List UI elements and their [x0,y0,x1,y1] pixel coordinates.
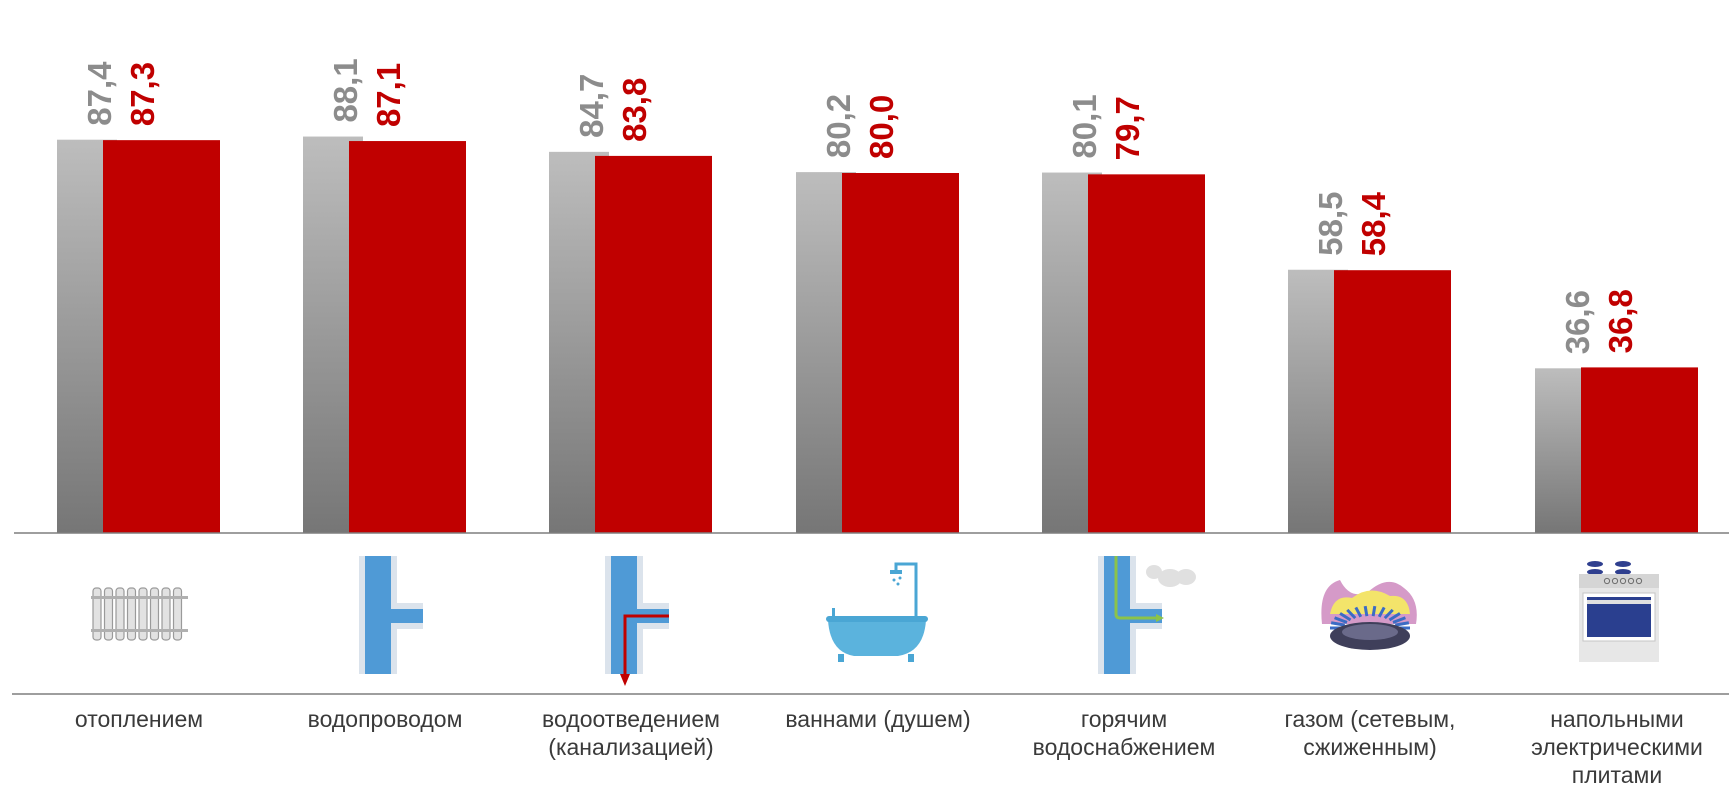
category-label: (канализацией) [548,734,713,760]
value-label-red: 36,8 [1602,289,1639,353]
category-label: плитами [1572,762,1662,788]
bar-red [1581,367,1698,533]
category-label: водоотведением [542,706,720,732]
value-label-gray: 87,4 [81,61,118,126]
category-labels-layer: отоплением водопроводом водоотведением(кан… [75,706,1703,788]
value-labels-layer: 87,4 87,3 88,1 87,1 84,7 83,8 80,2 80,0 80,1 79,7… [81,58,1639,354]
category-label: горячим [1081,706,1167,732]
radiator-icon [91,587,188,641]
value-label-red: 83,8 [616,78,653,142]
category-label: газом (сетевым, [1285,706,1456,732]
value-label-red: 87,1 [370,63,407,127]
bar-red [103,140,220,533]
bar-red [842,173,959,533]
bar-red [1334,270,1451,533]
value-label-gray: 80,1 [1066,94,1103,158]
value-label-gray: 58,5 [1312,192,1349,256]
value-label-gray: 84,7 [573,74,610,138]
water-pipe-icon [359,556,423,674]
value-label-red: 79,7 [1109,96,1146,160]
icons-layer [91,556,1659,686]
bar-red [595,155,712,533]
category-label: сжиженным) [1303,734,1437,760]
value-label-gray: 80,2 [820,94,857,158]
value-label-gray: 36,6 [1559,290,1596,354]
bathtub-icon [826,562,928,662]
bar-red [1088,174,1205,533]
category-label: водопроводом [308,706,463,732]
value-label-gray: 88,1 [327,58,364,122]
category-label: электрическими [1531,734,1703,760]
bars-layer [57,136,1698,534]
bar-red [349,141,466,534]
category-label: напольными [1550,706,1684,732]
value-label-red: 87,3 [124,62,161,126]
hot-water-pipe-icon [1098,556,1196,674]
value-label-red: 58,4 [1355,191,1392,256]
electric-stove-icon [1579,561,1659,662]
category-label: водоснабжением [1033,734,1216,760]
gas-burner-icon [1321,580,1417,650]
category-label: отоплением [75,706,203,732]
sewer-pipe-icon [605,556,669,686]
category-label: ваннами (душем) [785,706,970,732]
value-label-red: 80,0 [863,95,900,159]
